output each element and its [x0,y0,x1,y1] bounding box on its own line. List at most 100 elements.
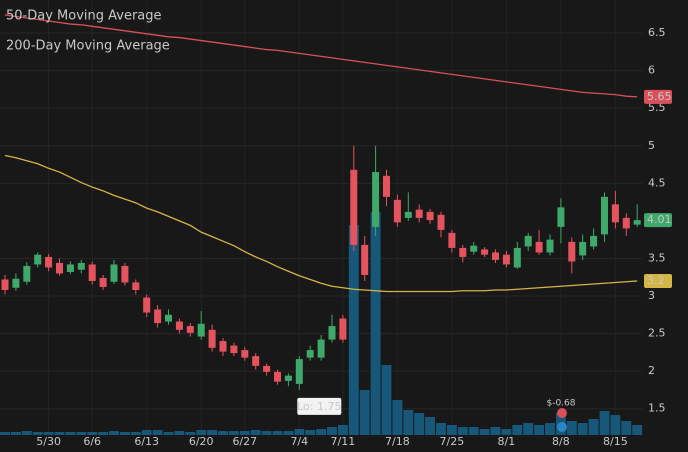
price-tag [644,273,672,288]
x-tick-label: 6/6 [83,435,101,448]
candle-body [513,247,521,268]
dividend-label: $-0.68 [546,399,575,409]
volume-bar [218,431,228,435]
candle-body [339,318,347,340]
moving-average-line [4,14,638,98]
volume-bar [501,429,512,435]
volume-bar [327,427,337,435]
price-tag-label: 3.2 [647,274,665,287]
volume-bar [599,411,610,435]
candle-body [590,235,598,247]
volume-bar [152,430,163,435]
y-tick-label: 2 [648,364,655,377]
volume-bar [174,431,185,435]
candle-body [12,278,20,288]
candle-body [622,217,630,229]
candle-body [23,265,31,282]
volume-bar [87,432,98,435]
volume-bar [457,427,468,435]
candle-body [492,252,499,260]
candle-body [241,350,249,358]
volume-bar [250,430,261,435]
candle-body [306,350,314,358]
price-tag-label: 4.01 [647,213,672,226]
volume-bar [261,431,272,435]
y-tick-label: 1.5 [648,402,666,415]
volume-bar [32,432,43,435]
volume-bar [228,431,239,435]
x-tick-label: 7/4 [290,435,308,448]
candle-body [66,264,74,272]
low-annotation-box [297,397,342,415]
volume-bar [436,423,446,435]
candle-body [448,232,456,248]
moving-average-line [4,154,638,293]
price-tag [644,89,672,104]
candle-body [350,169,358,245]
volume-bar [294,429,305,435]
candle-body [175,321,183,330]
y-tick-label: 5 [648,139,655,152]
candle-body [535,241,543,253]
candle-body [45,256,53,268]
volume-bar [65,432,76,435]
legend-entry: 200-Day Moving Average [6,39,170,54]
candle-body [274,371,281,382]
volume-bar [196,430,207,435]
volume-bar [610,415,621,435]
volume-bar [392,400,403,435]
legend-entry: 50-Day Moving Average [6,9,162,24]
candle-body [208,329,216,348]
candle-body [110,264,118,282]
low-annotation: Lo: 1.75 [297,400,341,413]
volume-bar [545,423,555,435]
candle-body [361,244,369,275]
x-tick-label: 7/11 [331,435,356,448]
event-icon [557,422,567,432]
candle-body [633,220,641,225]
volume-bar [163,432,174,435]
candle-body [470,245,478,252]
volume-bar [337,425,348,435]
candle-body [197,323,205,337]
candle-body [77,262,85,270]
candle-body [186,326,194,333]
volume-bar [283,431,294,435]
volume-bar [185,432,196,435]
x-tick-label: 6/20 [189,435,214,448]
volume-bar [130,432,141,435]
volume-bar [621,421,632,435]
volume-bar [468,427,479,435]
volume-bar [490,427,501,435]
volume-bar [348,225,359,435]
candle-body [383,175,390,197]
candle-body [295,359,303,384]
volume-bar [359,390,370,435]
candle-body [132,282,140,290]
volume-bar [43,432,54,435]
candle-body [579,241,587,256]
x-tick-label: 7/18 [385,435,410,448]
candle-body [143,297,151,313]
candle-body [481,249,489,255]
candle-body [437,214,445,230]
y-tick-label: 6.5 [648,26,666,39]
candle-body [219,341,227,352]
y-tick-label: 6 [648,64,655,77]
x-tick-label: 6/27 [232,435,257,448]
y-tick-label: 3.5 [648,251,666,264]
volume-bar [523,423,534,435]
candle-body [426,211,434,221]
candle-body [393,199,401,223]
x-tick-label: 5/30 [36,435,61,448]
volume-bar [403,410,414,435]
candle-body [502,254,510,265]
volume-bar [381,365,392,435]
volume-bar [272,431,283,435]
candle-body [328,326,336,340]
event-icon [557,408,567,418]
volume-bar [305,430,316,435]
y-tick-label: 5.5 [648,101,666,114]
volume-bar [632,425,643,435]
